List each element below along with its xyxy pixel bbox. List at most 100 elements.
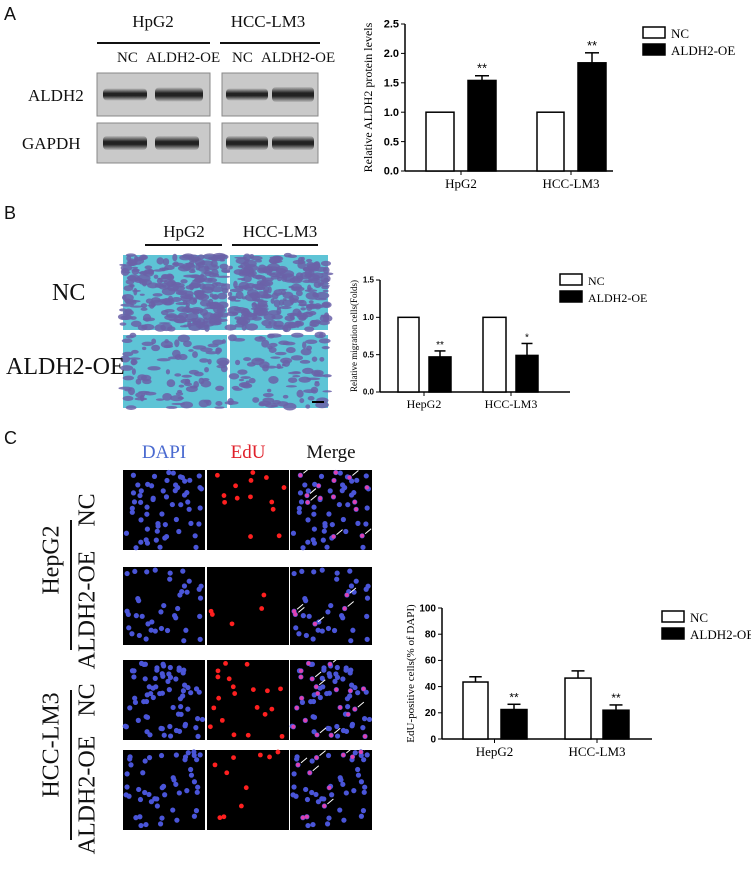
edu-positive-cell [307, 770, 312, 775]
edu-positive-cell [295, 762, 300, 767]
legend-swatch [661, 627, 685, 640]
legend-label: NC [690, 610, 708, 625]
edu-positive-cell [216, 695, 222, 701]
migrated-cell [119, 322, 127, 326]
nucleus [129, 505, 135, 511]
migrated-cell [302, 367, 314, 375]
migrated-cell [145, 298, 154, 304]
migrated-cell [265, 325, 273, 329]
migrated-cell [120, 267, 130, 276]
nucleus [352, 750, 358, 756]
migrated-cell [227, 291, 233, 297]
bar-chart-1: 0.0 0.5 1.0 1.5 2.0 2.5 Relative ALDH2 protein… [361, 19, 735, 191]
edu-positive-cell [221, 814, 227, 820]
migrated-cell [221, 339, 227, 344]
edu-positive-cell [352, 500, 357, 505]
nucleus [128, 762, 134, 768]
nucleus [180, 568, 186, 574]
edu-positive-cell [248, 534, 253, 539]
nucleus [305, 517, 311, 523]
nucleus [188, 772, 195, 778]
migrated-cell [156, 257, 164, 265]
nucleus [132, 695, 138, 701]
arrow-indicator [310, 494, 317, 501]
nucleus [185, 706, 191, 712]
nucleus [191, 752, 197, 758]
nucleus [355, 520, 361, 526]
nucleus [319, 796, 325, 802]
y-tick-label: 80 [425, 630, 437, 641]
migrated-cell [212, 339, 224, 345]
panel-label-a: A [4, 4, 17, 24]
migrated-cell [121, 338, 133, 344]
nucleus [181, 583, 188, 589]
group-bracket [70, 690, 72, 840]
migrated-cell [253, 298, 264, 302]
nucleus [150, 694, 156, 701]
nucleus [138, 822, 144, 829]
nucleus [351, 589, 357, 595]
migrated-cell [300, 256, 305, 261]
migrated-cell [140, 303, 148, 308]
nucleus [132, 568, 138, 575]
migrated-cell [321, 285, 330, 290]
nucleus [152, 796, 158, 802]
nucleus [136, 786, 142, 793]
nucleus [130, 472, 137, 478]
significance-marker: ** [436, 340, 444, 351]
nucleus [123, 530, 130, 536]
nucleus [180, 688, 187, 694]
migrated-cell [157, 298, 171, 303]
nucleus [161, 732, 167, 738]
migrated-cell [307, 284, 312, 292]
y-tick-label: 0.5 [384, 136, 399, 148]
migrated-cell [314, 381, 320, 384]
migrated-cell [322, 374, 332, 378]
nucleus [167, 664, 173, 671]
migrated-cell [213, 281, 222, 285]
edu-positive-cell [329, 733, 334, 738]
nucleus [138, 517, 144, 523]
nucleus [294, 756, 300, 762]
migrated-cell [120, 303, 135, 307]
migrated-cell [227, 296, 237, 301]
migrated-cell [273, 259, 283, 263]
migrated-cell [120, 315, 134, 320]
migrated-cell [166, 379, 176, 388]
blot-band [155, 87, 203, 102]
y-tick-label: 1.5 [363, 276, 375, 285]
nucleus [137, 814, 143, 820]
migrated-cell [320, 272, 334, 276]
edu-positive-cell [243, 785, 249, 791]
group-underline [220, 42, 320, 44]
nucleus [349, 478, 355, 484]
nucleus [343, 790, 349, 796]
migrated-cell [313, 281, 322, 289]
migrated-cell [235, 359, 241, 366]
y-tick-label: 0.0 [363, 388, 375, 397]
legend-label: ALDH2-OE [690, 627, 751, 642]
nucleus [166, 687, 172, 693]
significance-marker: ** [477, 61, 487, 76]
migrated-cell [142, 325, 148, 329]
nucleus [163, 494, 170, 500]
nucleus [185, 750, 191, 756]
edu-positive-cell [352, 707, 357, 712]
edu-positive-cell [269, 706, 275, 712]
migrated-cell [261, 339, 270, 348]
migrated-cell [320, 260, 332, 267]
migrated-cell [171, 349, 181, 358]
edu-positive-cell [229, 621, 235, 627]
nucleus [159, 690, 165, 696]
edu-positive-cell [232, 691, 238, 696]
nucleus [171, 777, 177, 783]
migrated-cell [238, 378, 245, 382]
edu-positive-cell [257, 752, 263, 758]
nucleus [311, 729, 317, 735]
migrated-cell [200, 380, 212, 388]
migrated-cell [219, 263, 229, 270]
group-underline [97, 42, 210, 44]
lane-label: ALDH2-OE [261, 50, 336, 66]
migrated-cell [313, 370, 321, 376]
nucleus [157, 821, 164, 827]
